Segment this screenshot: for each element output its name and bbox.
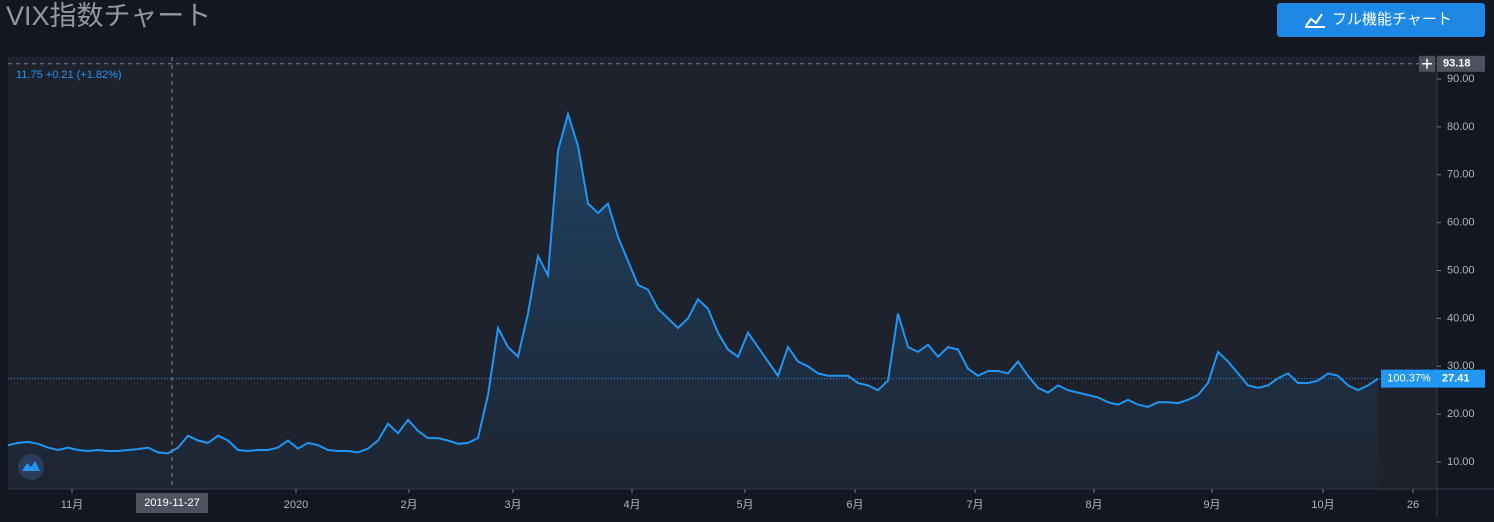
full-chart-button[interactable]: フル機能チャート <box>1277 3 1485 37</box>
y-tick-label: 50.00 <box>1447 264 1475 276</box>
crosshair-x-label: 2019-11-27 <box>144 497 199 509</box>
crosshair-y-bg <box>1437 55 1485 72</box>
x-tick-label: 6月 <box>846 499 863 511</box>
x-tick-label: 7月 <box>966 499 983 511</box>
y-tick-label: 40.00 <box>1447 312 1475 324</box>
x-tick-label: 8月 <box>1085 499 1102 511</box>
x-tick-label: 9月 <box>1203 499 1220 511</box>
x-tick-label: 26 <box>1407 499 1419 511</box>
line <box>7 110 1379 455</box>
crosshair-y-label: 93.18 <box>1443 58 1471 70</box>
chart-title: VIX指数チャート <box>6 1 211 31</box>
x-tick-label: 10月 <box>1311 499 1334 511</box>
y-tick-label: 10.00 <box>1447 456 1475 468</box>
y-tick-label: 90.00 <box>1447 73 1475 85</box>
crosshair-x-bg <box>136 493 208 513</box>
x-tick-label: 4月 <box>623 499 640 511</box>
x-tick-label: 2020 <box>284 499 308 511</box>
y-tick-label: 20.00 <box>1447 408 1475 420</box>
button-icon[interactable] <box>1305 13 1323 27</box>
x-tick-label: 2月 <box>400 499 417 511</box>
y-tick-label: 60.00 <box>1447 217 1475 229</box>
button-bg[interactable] <box>1277 3 1485 37</box>
x-tick-label: 3月 <box>504 499 521 511</box>
button-label[interactable]: フル機能チャート <box>1332 11 1452 28</box>
last-price-bg <box>1437 369 1485 388</box>
last-price-label: 27.41 <box>1442 373 1470 385</box>
y-tick-label: 80.00 <box>1447 121 1475 133</box>
y-tick-label: 30.00 <box>1447 360 1475 372</box>
legend-text: 11.75 +0.21 (+1.82%) <box>16 69 122 81</box>
area-fill <box>8 114 1378 489</box>
x-tick-label: 11月 <box>61 499 83 511</box>
x-tick-label: 5月 <box>736 499 753 511</box>
crosshair-plus <box>1422 58 1432 69</box>
y-tick-label: 70.00 <box>1447 169 1475 181</box>
last-change-bg <box>1381 369 1437 388</box>
last-change-label: 100.37% <box>1387 373 1431 385</box>
